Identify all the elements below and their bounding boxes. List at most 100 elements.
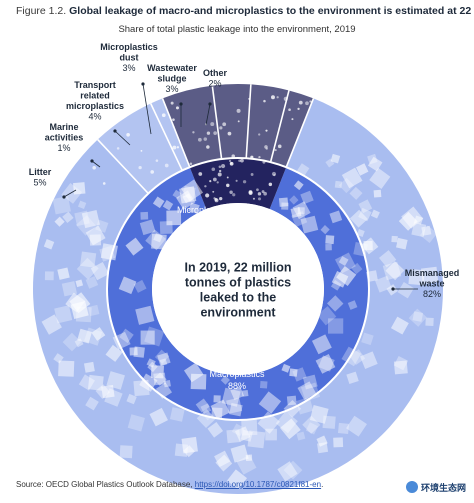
decor-square: [361, 332, 374, 346]
leader-dot: [141, 82, 145, 86]
decor-square: [139, 219, 156, 236]
decor-square: [275, 411, 298, 434]
decor-dot: [214, 198, 219, 203]
decor-square: [118, 276, 137, 295]
decor-dot: [237, 120, 240, 123]
decor-square: [247, 430, 266, 449]
decor-square: [281, 363, 291, 373]
outer-name-label: Other: [203, 68, 228, 78]
outer-name-label: Mismanaged: [405, 268, 460, 278]
decor-square: [200, 403, 212, 415]
decor-square: [220, 375, 230, 385]
decor-square: [349, 186, 363, 200]
outer-value-label: 3%: [122, 63, 135, 73]
decor-square: [83, 361, 95, 373]
decor-square: [163, 379, 171, 388]
decor-square: [75, 279, 84, 288]
decor-square: [80, 251, 97, 268]
decor-dot: [204, 185, 207, 188]
decor-square: [81, 209, 100, 229]
source-suffix: .: [321, 480, 324, 489]
decor-dot: [170, 101, 174, 105]
inner-slice-macroplastics: [107, 167, 370, 421]
decor-square: [140, 330, 155, 345]
decor-square: [349, 209, 368, 228]
decor-square: [101, 384, 115, 399]
decor-dot: [219, 126, 223, 130]
outer-value-label: 82%: [423, 289, 441, 299]
center-label-line: tonnes of plastics: [185, 276, 291, 290]
decor-square: [174, 443, 189, 457]
decor-square: [291, 211, 308, 227]
decor-square: [196, 408, 216, 429]
decor-square: [139, 373, 158, 392]
decor-dot: [258, 156, 261, 159]
decor-dot: [276, 96, 279, 99]
decor-dot: [256, 188, 259, 192]
outer-name-label: activities: [45, 133, 84, 143]
outer-name-label: microplastics: [66, 101, 124, 111]
watermark: 环境生态网: [405, 481, 466, 494]
decor-square: [391, 235, 398, 243]
outer-value-label: 1%: [57, 143, 70, 153]
decor-dot: [232, 193, 236, 197]
decor-dot: [213, 131, 218, 136]
decor-square: [53, 353, 64, 364]
decor-square: [265, 428, 277, 441]
decor-square: [119, 445, 133, 459]
decor-dot: [116, 147, 120, 150]
decor-square: [188, 202, 200, 214]
decor-square: [356, 228, 365, 237]
outer-name-label: Litter: [29, 167, 52, 177]
decor-dot: [277, 144, 282, 149]
decor-square: [317, 442, 329, 454]
outer-value-label: 3%: [165, 84, 178, 94]
decor-square: [229, 402, 243, 417]
decor-dot: [212, 177, 217, 182]
decor-dot: [226, 176, 229, 179]
decor-square: [315, 354, 336, 374]
decor-square: [258, 391, 282, 414]
decor-dot: [126, 132, 130, 137]
decor-square: [62, 211, 74, 224]
leader-dot: [113, 129, 117, 133]
decor-square: [327, 295, 344, 312]
leader-line: [142, 83, 152, 135]
decor-square: [408, 308, 427, 327]
decor-square: [77, 328, 92, 344]
decor-square: [393, 360, 408, 375]
decor-square: [87, 374, 104, 391]
decor-square: [305, 422, 319, 435]
decor-dot: [161, 113, 166, 118]
source-link[interactable]: https://doi.org/10.1787/c0821f81-en: [194, 480, 322, 489]
decor-dot: [252, 197, 255, 200]
decor-dot: [305, 101, 309, 106]
decor-dot: [271, 171, 277, 177]
decor-square: [44, 271, 54, 281]
leader-line: [205, 103, 211, 126]
outer-value-label: 4%: [88, 112, 101, 122]
decor-square: [382, 261, 402, 281]
decor-square: [234, 426, 251, 442]
decor-square: [358, 207, 372, 222]
decor-dot: [213, 197, 216, 200]
decor-square: [195, 398, 210, 413]
decor-square: [210, 399, 230, 419]
source-note: Source: OECD Global Plastics Outlook Dat…: [16, 480, 323, 489]
decor-square: [127, 414, 145, 432]
decor-square: [119, 328, 134, 344]
decor-square: [245, 454, 253, 461]
figure-title: Figure 1.2. Global leakage of macro-and …: [16, 5, 474, 18]
decor-dot: [206, 131, 211, 135]
decor-square: [91, 327, 106, 341]
decor-square: [281, 202, 289, 210]
decor-square: [61, 182, 83, 204]
decor-square: [420, 266, 439, 285]
decor-square: [227, 469, 247, 490]
decor-square: [360, 351, 378, 369]
decor-square: [213, 395, 221, 403]
outer-name-label: Microplastics: [100, 42, 158, 52]
decor-dot: [236, 108, 241, 113]
outer-slice-marine-activities: [150, 98, 190, 171]
leader-dot: [62, 195, 66, 199]
